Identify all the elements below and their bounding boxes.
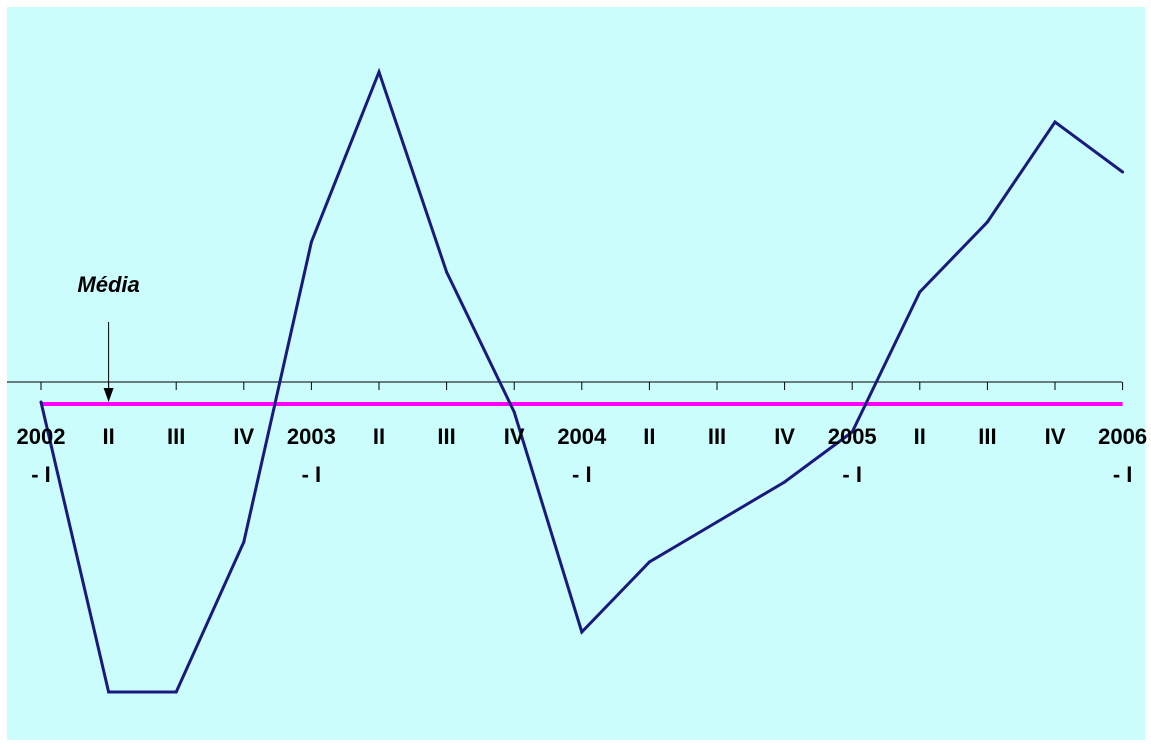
x-tick-label: III — [437, 424, 455, 449]
data-point — [377, 70, 381, 74]
data-point — [985, 220, 989, 224]
data-point — [783, 480, 787, 484]
x-tick-label: IV — [774, 424, 795, 449]
x-tick-label: - I — [842, 462, 862, 487]
annotation-label: Média — [77, 272, 139, 297]
x-tick-label: III — [167, 424, 185, 449]
data-point — [512, 410, 516, 414]
data-point — [918, 290, 922, 294]
data-point — [242, 540, 246, 544]
tick-labels: 2002- III III IV 2003- III III IV 2004- III III… — [17, 424, 1148, 487]
data-point — [39, 400, 43, 404]
data-point — [715, 520, 719, 524]
x-tick-label: 2003 — [287, 424, 336, 449]
data-point — [647, 560, 651, 564]
x-tick-label: - I — [1113, 462, 1133, 487]
data-point — [1053, 120, 1057, 124]
x-axis — [7, 381, 1124, 390]
x-tick-label: III — [978, 424, 996, 449]
x-tick-label: II — [914, 424, 926, 449]
data-point — [445, 270, 449, 274]
plot-background — [7, 7, 1145, 740]
x-tick-label: II — [373, 424, 385, 449]
data-point — [107, 690, 111, 694]
series-group — [39, 67, 1125, 694]
data-point — [580, 630, 584, 634]
data-point — [1121, 170, 1125, 174]
x-tick-label: - I — [31, 462, 51, 487]
x-tick-label: 2005 — [828, 424, 877, 449]
x-tick-label: 2006 — [1098, 424, 1147, 449]
x-tick-label: IV — [1045, 424, 1066, 449]
x-tick-label: - I — [572, 462, 592, 487]
x-tick-label: - I — [302, 462, 322, 487]
x-tick-label: IV — [504, 424, 525, 449]
x-tick-label: II — [102, 424, 114, 449]
x-tick-label: III — [708, 424, 726, 449]
x-tick-label: IV — [233, 424, 254, 449]
data-point — [850, 430, 854, 434]
annotation: Média — [77, 272, 140, 402]
annotation-arrowhead — [103, 388, 114, 402]
x-tick-label: II — [643, 424, 655, 449]
x-tick-label: 2002 — [17, 424, 66, 449]
data-point — [309, 240, 313, 244]
x-tick-label: 2004 — [557, 424, 607, 449]
data-point — [174, 690, 178, 694]
